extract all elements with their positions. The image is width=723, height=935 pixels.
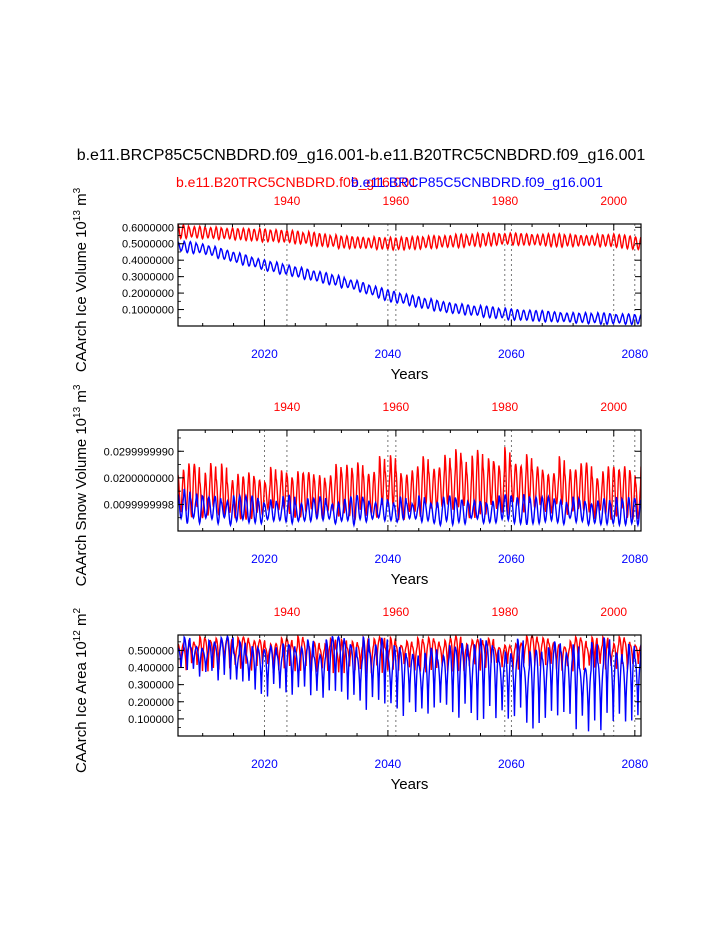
y-axis-label-part: m — [73, 193, 90, 210]
xtick-label-bottom: 2080 — [621, 552, 648, 566]
x-axis-label: Years — [391, 366, 429, 383]
series-line-experiment — [178, 239, 641, 326]
ytick-label: 0.100000 — [128, 714, 174, 726]
y-axis-label-part: 13 — [72, 406, 83, 418]
ytick-label: 0.4000000 — [122, 255, 174, 267]
y-axis-label-part: 12 — [72, 630, 83, 642]
xtick-label-bottom: 2040 — [375, 552, 402, 566]
series-line-experiment — [178, 635, 641, 732]
y-axis-label-part: 3 — [72, 187, 83, 193]
y-axis-label-part: 2 — [72, 608, 83, 614]
y-axis-label-part: m — [73, 614, 90, 631]
y-axis-label-part: 13 — [72, 210, 83, 222]
xtick-label-top: 2000 — [600, 400, 627, 414]
ytick-label: 0.500000 — [128, 645, 174, 657]
y-axis-label-part: CAArch Ice Volume 10 — [73, 221, 90, 372]
xtick-label-top: 2000 — [600, 194, 627, 208]
y-axis-label-part: CAArch Ice Area 10 — [73, 641, 90, 773]
xtick-label-bottom: 2060 — [498, 552, 525, 566]
ytick-label: 0.300000 — [128, 680, 174, 692]
ytick-label: 0.0099999998 — [104, 499, 174, 511]
series-line-experiment — [178, 488, 641, 528]
xtick-label-bottom: 2080 — [621, 347, 648, 361]
xtick-label-bottom: 2040 — [375, 347, 402, 361]
xtick-label-bottom: 2060 — [498, 347, 525, 361]
series-line-control — [178, 447, 641, 521]
chart-panel-ice-volume: 0.1000000 0.2000000 0.3000000 0.4000000 0.50… — [72, 187, 648, 383]
x-axis-label: Years — [391, 776, 429, 793]
xtick-label-top: 1960 — [383, 400, 410, 414]
plot-frame — [177, 223, 642, 327]
figure-title: b.e11.BRCP85C5CNBDRD.f09_g16.001-b.e11.B… — [77, 147, 646, 164]
xtick-label-top: 1980 — [491, 194, 518, 208]
ytick-label: 0.5000000 — [122, 239, 174, 251]
xtick-label-top: 1960 — [383, 194, 410, 208]
legend-control-label: b.e11.B20TRC5CNBDRD.f09_g16.001 — [176, 174, 417, 190]
series-line-control — [178, 224, 641, 252]
xtick-label-bottom: 2080 — [621, 757, 648, 771]
xtick-label-bottom: 2020 — [251, 347, 278, 361]
xtick-label-top: 1980 — [491, 605, 518, 619]
chart-panels: 0.1000000 0.2000000 0.3000000 0.4000000 0.50… — [72, 187, 648, 793]
x-axis-label: Years — [391, 571, 429, 588]
legend-experiment-label: b.e11.BRCP85C5CNBDRD.f09_g16.001 — [351, 174, 603, 190]
ytick-label: 0.0299999990 — [104, 446, 174, 458]
y-axis-label: CAArch Ice Area 1012 m2 — [72, 608, 90, 774]
xtick-label-top: 1940 — [274, 194, 301, 208]
chart-panel-ice-area: 0.100000 0.200000 0.300000 0.400000 0.500000… — [72, 605, 648, 793]
ytick-label: 0.2000000 — [122, 288, 174, 300]
ytick-label: 0.400000 — [128, 663, 174, 675]
xtick-label-top: 1980 — [491, 400, 518, 414]
xtick-label-top: 1960 — [383, 605, 410, 619]
chart-panel-snow-volume: 0.0099999998 0.0200000000 0.0299999990 2020… — [72, 384, 648, 588]
xtick-label-bottom: 2020 — [251, 757, 278, 771]
ytick-label: 0.0200000000 — [104, 473, 174, 485]
y-axis-label-part: m — [73, 390, 90, 407]
ytick-label: 0.1000000 — [122, 305, 174, 317]
xtick-label-bottom: 2020 — [251, 552, 278, 566]
xtick-label-bottom: 2040 — [375, 757, 402, 771]
y-axis-label: CAArch Snow Volume 1013 m3 — [72, 384, 90, 586]
plot-frame — [177, 429, 642, 532]
series-line-control — [178, 635, 641, 674]
y-axis-label-part: 3 — [72, 384, 83, 390]
y-axis-label: CAArch Ice Volume 1013 m3 — [72, 187, 90, 372]
xtick-label-top: 1940 — [274, 605, 301, 619]
xtick-label-bottom: 2060 — [498, 757, 525, 771]
y-axis-label-part: CAArch Snow Volume 10 — [73, 418, 90, 586]
xtick-label-top: 2000 — [600, 605, 627, 619]
plot-frame — [177, 634, 642, 737]
xtick-label-top: 1940 — [274, 400, 301, 414]
ytick-label: 0.3000000 — [122, 272, 174, 284]
ytick-label: 0.200000 — [128, 697, 174, 709]
ytick-label: 0.6000000 — [122, 222, 174, 234]
